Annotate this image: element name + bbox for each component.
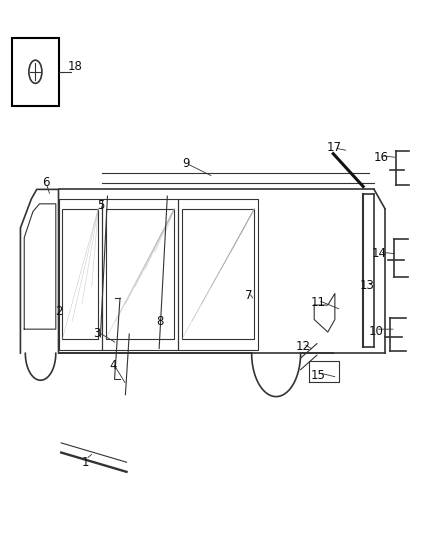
Text: 18: 18 [67,60,82,74]
Text: 14: 14 [372,247,387,261]
Text: 13: 13 [360,279,374,292]
Text: 9: 9 [183,157,190,170]
Text: 5: 5 [97,199,104,212]
Text: 17: 17 [327,141,342,155]
Text: 10: 10 [368,325,383,337]
Text: 12: 12 [296,340,311,353]
Text: 3: 3 [93,327,100,341]
Text: 4: 4 [109,359,117,372]
Bar [12,38,59,106]
Text: 1: 1 [82,456,89,469]
Text: 11: 11 [311,296,325,309]
Text: 6: 6 [42,176,50,189]
Text: 16: 16 [374,151,389,164]
Text: 2: 2 [55,305,62,318]
Text: 7: 7 [245,289,253,302]
Circle shape [29,60,42,83]
Text: 15: 15 [311,369,325,382]
Text: 8: 8 [156,315,164,328]
